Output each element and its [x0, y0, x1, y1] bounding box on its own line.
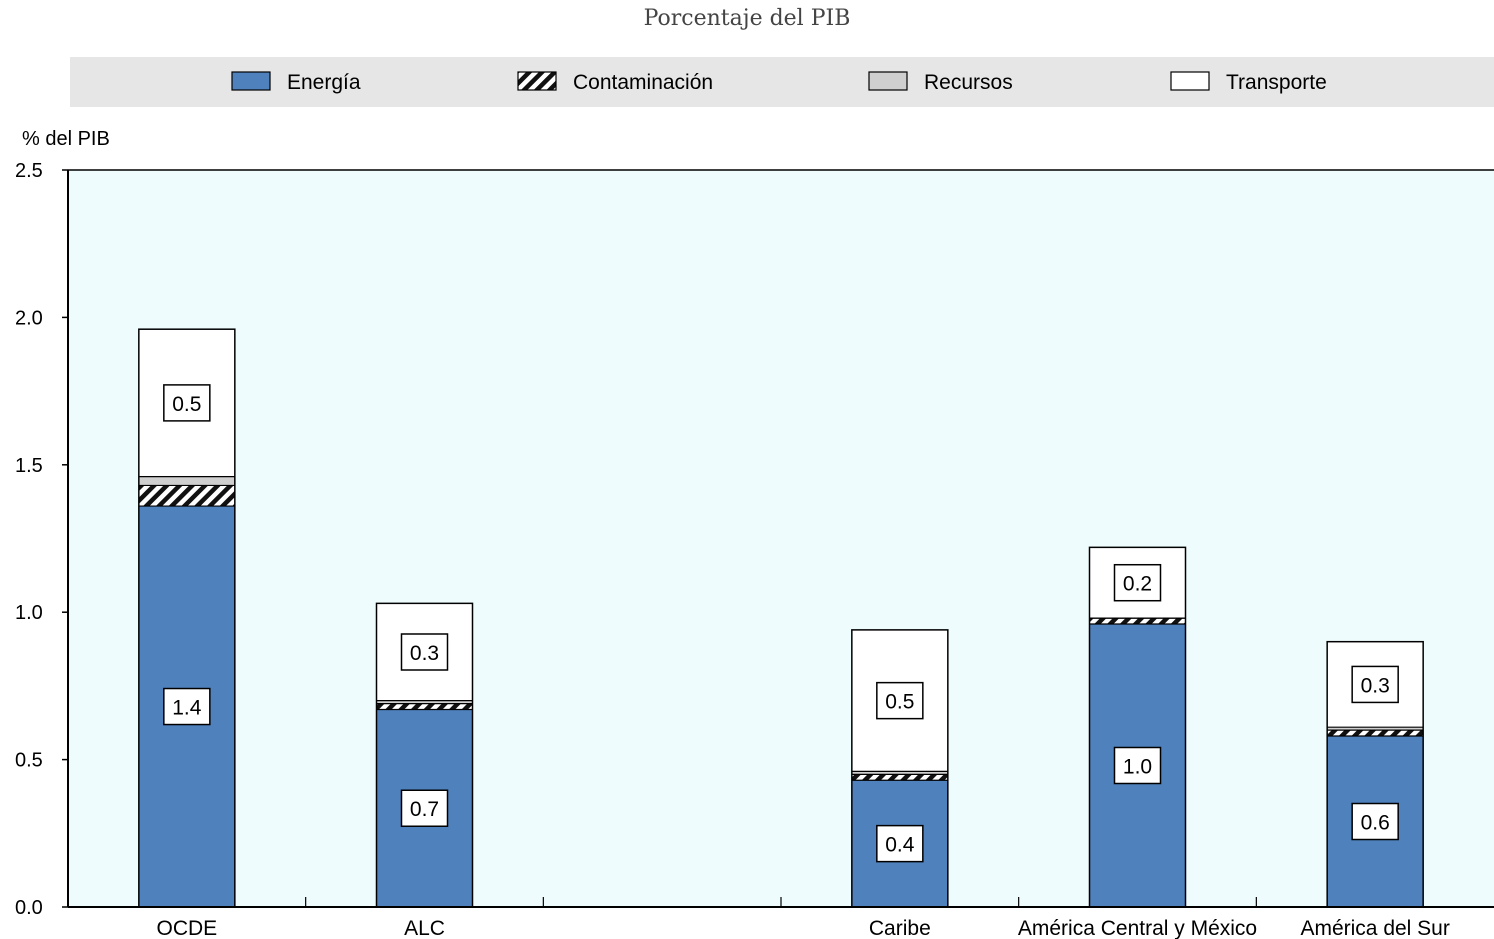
data-label-box — [876, 824, 924, 863]
data-label: 0.5 — [885, 691, 914, 714]
bar-caribe-recursos — [851, 771, 948, 775]
data-label-box — [163, 687, 211, 726]
bar-america-del-sur-contaminacion — [1327, 730, 1424, 737]
bar-caribe-contaminacion — [851, 774, 948, 781]
legend-swatch-energia — [231, 71, 271, 91]
legend-label-contaminacion: Contaminación — [573, 71, 713, 94]
data-label: 0.3 — [410, 642, 439, 665]
data-label: 0.2 — [1123, 573, 1152, 596]
legend: Energía Contaminación Recursos Transporte — [70, 57, 1494, 107]
data-label-box — [163, 384, 211, 422]
data-label: 0.5 — [172, 393, 201, 416]
legend-swatch-contaminacion — [517, 71, 557, 91]
data-label-box — [876, 681, 924, 720]
data-label-box — [400, 789, 449, 827]
data-label-box — [1351, 665, 1399, 704]
x-tick-label-america-del-sur: América del Sur — [1300, 917, 1449, 939]
data-label: 0.3 — [1361, 674, 1390, 697]
data-label-box — [1113, 746, 1162, 785]
y-tick-label: 2.0 — [15, 307, 43, 329]
y-tick-label: 1.0 — [15, 602, 43, 624]
x-tick-label-america-central-y-mexico: América Central y México — [1018, 917, 1257, 939]
bar-alc-contaminacion — [376, 703, 473, 710]
legend-swatch-recursos — [868, 71, 908, 91]
data-label: 0.4 — [885, 834, 915, 857]
y-tick-label: 0.5 — [15, 750, 43, 772]
legend-label-recursos: Recursos — [924, 71, 1013, 94]
x-tick-label-alc: ALC — [404, 917, 445, 939]
data-label-box — [400, 633, 449, 671]
plot-area: 1.4 0.5 0.7 0.3 0.4 0.5 1.0 0.2 0.6 0.3 — [68, 170, 1494, 908]
legend-label-energia: Energía — [287, 71, 361, 94]
bar-alc-recursos — [376, 700, 473, 704]
legend-background — [70, 57, 1494, 107]
bar-ocde-recursos — [138, 476, 235, 486]
y-axis-label: % del PIB — [22, 128, 110, 150]
y-tick-label: 1.5 — [15, 455, 43, 477]
x-tick-label-ocde: OCDE — [156, 917, 217, 939]
y-tick-label: 2.5 — [15, 160, 43, 182]
chart-subtitle: Porcentaje del PIB — [643, 6, 851, 31]
legend-label-transporte: Transporte — [1226, 71, 1327, 94]
data-label: 1.0 — [1123, 755, 1152, 778]
axes: % del PIB 0.0 0.5 1.0 1.5 2.0 2.5 OCDE ALC Caribe… — [15, 128, 1494, 939]
data-label-box — [1113, 563, 1162, 602]
y-tick-label: 0.0 — [15, 897, 43, 919]
bar-america-del-sur-recursos — [1327, 727, 1424, 731]
bar-america-central-y-mexico-contaminacion — [1089, 618, 1186, 624]
data-label-box — [1351, 802, 1399, 841]
data-label: 0.6 — [1361, 812, 1390, 835]
plot-background — [68, 170, 1494, 907]
legend-swatch-transporte — [1170, 71, 1210, 91]
x-tick-label-caribe: Caribe — [869, 917, 931, 939]
bar-ocde-contaminacion — [138, 485, 235, 507]
data-label: 0.7 — [410, 798, 439, 821]
data-label: 1.4 — [172, 697, 202, 720]
